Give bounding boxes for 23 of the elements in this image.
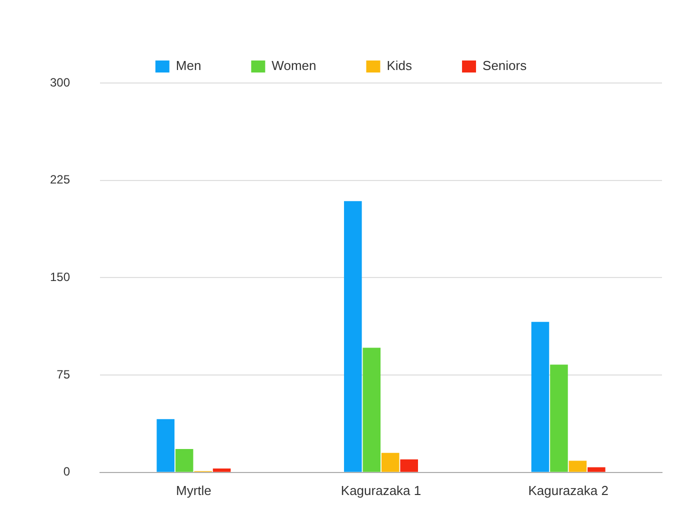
bar (400, 459, 418, 472)
bar (531, 322, 550, 472)
bar (344, 201, 362, 472)
legend-label: Men (176, 58, 202, 74)
y-tick-label: 150 (50, 270, 70, 284)
y-tick-label: 225 (50, 172, 70, 187)
bar (212, 468, 231, 472)
bar (156, 419, 174, 472)
bar (568, 460, 587, 472)
y-tick-label: 0 (63, 464, 70, 479)
x-tick-label: Myrtle (176, 482, 212, 498)
bar (175, 449, 194, 472)
bar (381, 452, 400, 472)
legend-label: Kids (386, 58, 413, 74)
x-tick-label: Kagurazaka 1 (340, 482, 422, 498)
bar (362, 348, 381, 472)
y-tick-label: 75 (56, 367, 70, 382)
legend-label: Seniors (482, 58, 528, 74)
legend-label: Women (272, 58, 316, 74)
y-tick-label: 300 (50, 75, 70, 90)
bar (588, 467, 606, 472)
bar (550, 364, 568, 472)
x-tick-label: Kagurazaka 2 (528, 482, 608, 498)
